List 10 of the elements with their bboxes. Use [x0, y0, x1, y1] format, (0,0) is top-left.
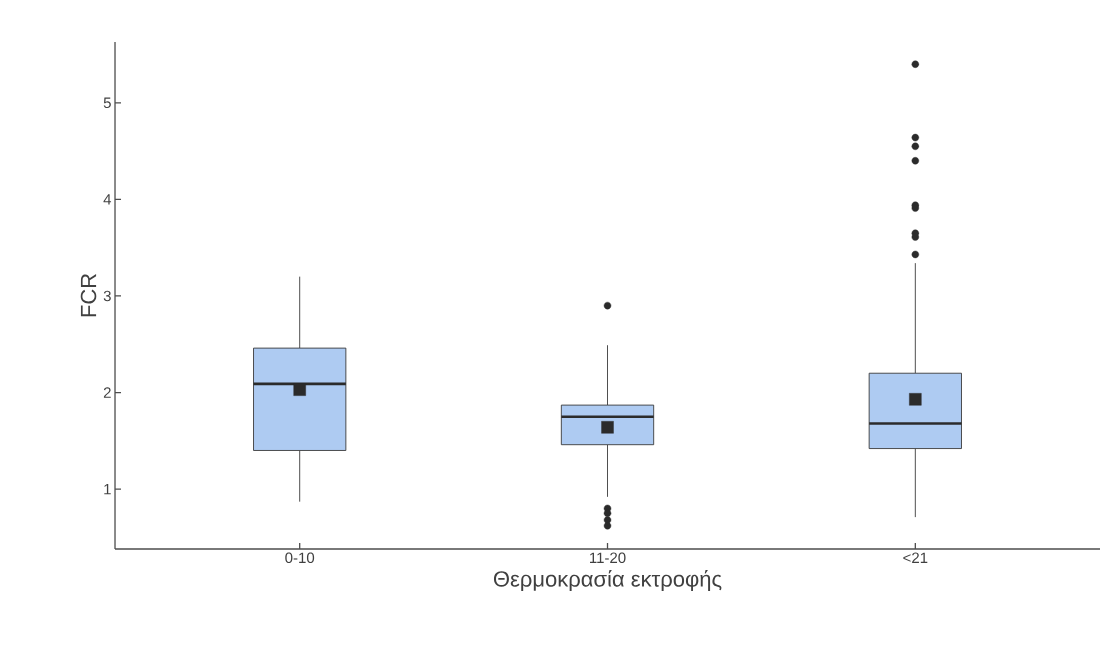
- y-tick-label: 2: [103, 387, 111, 398]
- x-tick-label: 11-20: [590, 552, 626, 564]
- y-tick-label: 5: [103, 97, 111, 109]
- x-tick-label: <21: [903, 552, 928, 563]
- y-tick-label: 4: [103, 194, 112, 205]
- y-axis-title: FCR: [80, 273, 97, 317]
- y-tick-label: 3: [103, 290, 111, 302]
- x-axis-title: Θερμοκρασία εκτροφής: [493, 569, 722, 592]
- y-tick-label: 1: [104, 483, 111, 495]
- x-tick-label: 0-10: [285, 552, 315, 564]
